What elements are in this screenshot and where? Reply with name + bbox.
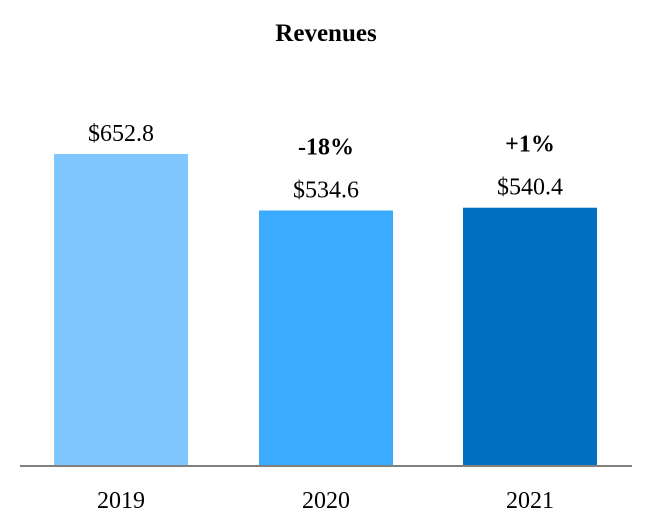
- value-label-2021: $540.4: [497, 175, 563, 201]
- x-tick-label-2021: 2021: [506, 488, 554, 514]
- bar-2019: [54, 154, 188, 466]
- change-label-2020: -18%: [298, 134, 354, 160]
- bar-group: [54, 154, 597, 466]
- bar-2021: [463, 207, 597, 466]
- chart-title: Revenues: [275, 20, 377, 47]
- value-label-2019: $652.8: [88, 121, 154, 147]
- bar-2020: [259, 210, 393, 466]
- x-tick-label-2019: 2019: [97, 488, 145, 514]
- value-label-2020: $534.6: [293, 177, 359, 203]
- change-label-2021: +1%: [505, 132, 555, 158]
- label-group: $652.8 2019 $534.6 -18% 2020 $540.4 +1% 2021: [88, 121, 563, 514]
- x-tick-label-2020: 2020: [302, 488, 350, 514]
